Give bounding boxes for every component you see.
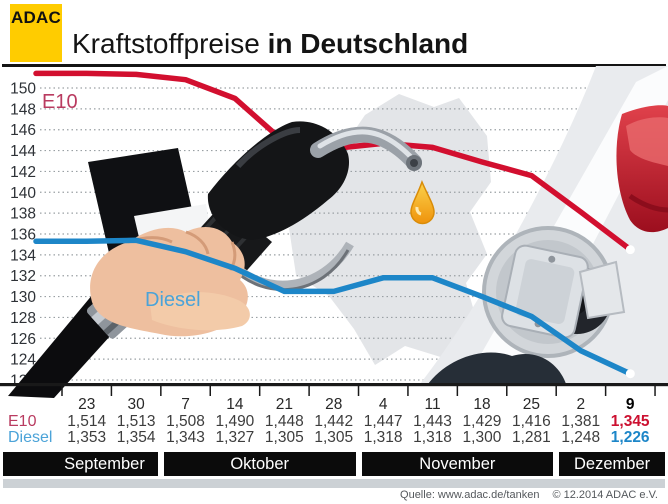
tail-light	[616, 105, 668, 233]
car-shadow	[428, 352, 566, 384]
y-axis-label: 128	[10, 310, 36, 327]
e10-price-cell: 1,513	[116, 413, 156, 430]
diesel-price-cell: 1,305	[264, 429, 304, 446]
date-row: 23 30 7 14 21 28 4 11 18 25 2 9	[0, 396, 668, 413]
date-cell: 2	[576, 396, 586, 413]
month-label: September	[64, 454, 145, 473]
e10-price-cell: 1,416	[511, 413, 551, 430]
date-cell: 14	[226, 396, 244, 413]
e10-price-cell: 1,429	[462, 413, 502, 430]
e10-price-cell: 1,508	[166, 413, 205, 430]
date-cell: 21	[275, 396, 293, 413]
title-divider	[2, 64, 666, 67]
diesel-price-cell: 1,354	[116, 429, 156, 446]
month-bar: Dezember	[559, 452, 665, 476]
y-axis-label: 134	[10, 247, 36, 264]
diesel-price-cell: 1,248	[561, 429, 601, 446]
month-label: Oktober	[230, 454, 290, 473]
e10-price-cell: 1,447	[363, 413, 403, 430]
fuel-nozzle-illustration	[8, 121, 435, 398]
e10-end-dot	[625, 245, 635, 255]
month-bar: September	[3, 452, 158, 476]
e10-row: E10 1,514 1,513 1,508 1,490 1,448 1,442 1,447 1,…	[0, 413, 668, 430]
row-label-diesel: Diesel	[8, 429, 53, 446]
e10-price-cell: 1,442	[314, 413, 354, 430]
y-axis-label: 150	[10, 81, 36, 98]
x-axis	[0, 383, 668, 387]
car-fuel-door-illustration	[420, 66, 668, 384]
e10-price-cell: 1,514	[67, 413, 107, 430]
copyright-text: © 12.2014 ADAC e.V.	[552, 489, 658, 501]
y-axis-label: 138	[10, 206, 36, 223]
diesel-price-cell: 1,305	[314, 429, 354, 446]
diesel-price-cell: 1,327	[215, 429, 255, 446]
y-axis-label: 126	[10, 331, 36, 348]
y-axis-label: 142	[10, 164, 36, 181]
date-cell: 18	[473, 396, 491, 413]
fuel-drop-icon	[410, 179, 435, 225]
title-bold: in Deutschland	[267, 28, 469, 59]
date-cell: 25	[522, 396, 540, 413]
e10-price-cell: 1,381	[561, 413, 601, 430]
diesel-price-cell: 1,226	[610, 429, 650, 446]
fuel-filler-recess	[482, 226, 626, 358]
month-bar: Oktober	[163, 452, 356, 476]
date-cell: 9	[625, 396, 635, 413]
date-cell: 28	[325, 396, 343, 413]
diesel-end-dot	[625, 369, 635, 379]
e10-price-cell: 1,490	[215, 413, 255, 430]
date-cell: 30	[127, 396, 145, 413]
diesel-price-cell: 1,343	[166, 429, 205, 446]
series-label-e10: E10	[42, 91, 78, 113]
page-title: Kraftstoffpreise in Deutschland	[72, 28, 468, 60]
diesel-price-cell: 1,318	[363, 429, 403, 446]
date-cell: 23	[78, 396, 96, 413]
source-text: Quelle: www.adac.de/tanken	[400, 489, 540, 501]
diesel-price-cell: 1,300	[462, 429, 502, 446]
diesel-row: Diesel 1,353 1,354 1,343 1,327 1,305 1,305 1,31…	[0, 429, 668, 446]
e10-price-cell: 1,443	[413, 413, 452, 430]
y-axis-label: 124	[10, 352, 36, 369]
y-axis-label: 136	[10, 227, 36, 244]
source-line: Quelle: www.adac.de/tanken © 12.2014 ADAC…	[400, 489, 658, 501]
e10-price-cell: 1,345	[610, 413, 650, 430]
adac-logo-text: ADAC	[11, 8, 61, 27]
month-label: November	[419, 454, 496, 473]
y-axis-label: 132	[10, 268, 36, 285]
y-axis-label: 146	[10, 122, 36, 139]
y-axis-label: 130	[10, 289, 36, 306]
date-cell: 7	[181, 396, 190, 413]
fuel-price-line-chart: 150 148 146 144 142 140 138 136 134 132 130 128 126 1…	[0, 66, 668, 398]
e10-price-cell: 1,448	[264, 413, 304, 430]
series-label-diesel: Diesel	[145, 289, 201, 311]
y-axis-label: 140	[10, 185, 36, 202]
date-cell: 11	[424, 396, 441, 413]
month-label: Dezember	[574, 454, 651, 473]
footer-bar	[3, 479, 665, 488]
y-axis-label: 148	[10, 101, 36, 118]
date-cell: 4	[378, 396, 388, 413]
diesel-price-cell: 1,281	[511, 429, 551, 446]
title-regular: Kraftstoffpreise	[72, 28, 260, 59]
price-table: 23 30 7 14 21 28 4 11 18 25 2 9 E10 1,514 1,513 1,508 1,…	[0, 396, 668, 446]
month-bar: November	[361, 452, 554, 476]
row-label-e10: E10	[8, 413, 37, 430]
nozzle-spout	[310, 126, 422, 171]
diesel-price-cell: 1,353	[67, 429, 107, 446]
diesel-price-cell: 1,318	[413, 429, 452, 446]
adac-logo: ADAC	[10, 4, 62, 62]
hand	[90, 227, 250, 337]
y-axis-label: 144	[10, 143, 36, 160]
diesel-line	[33, 237, 634, 377]
